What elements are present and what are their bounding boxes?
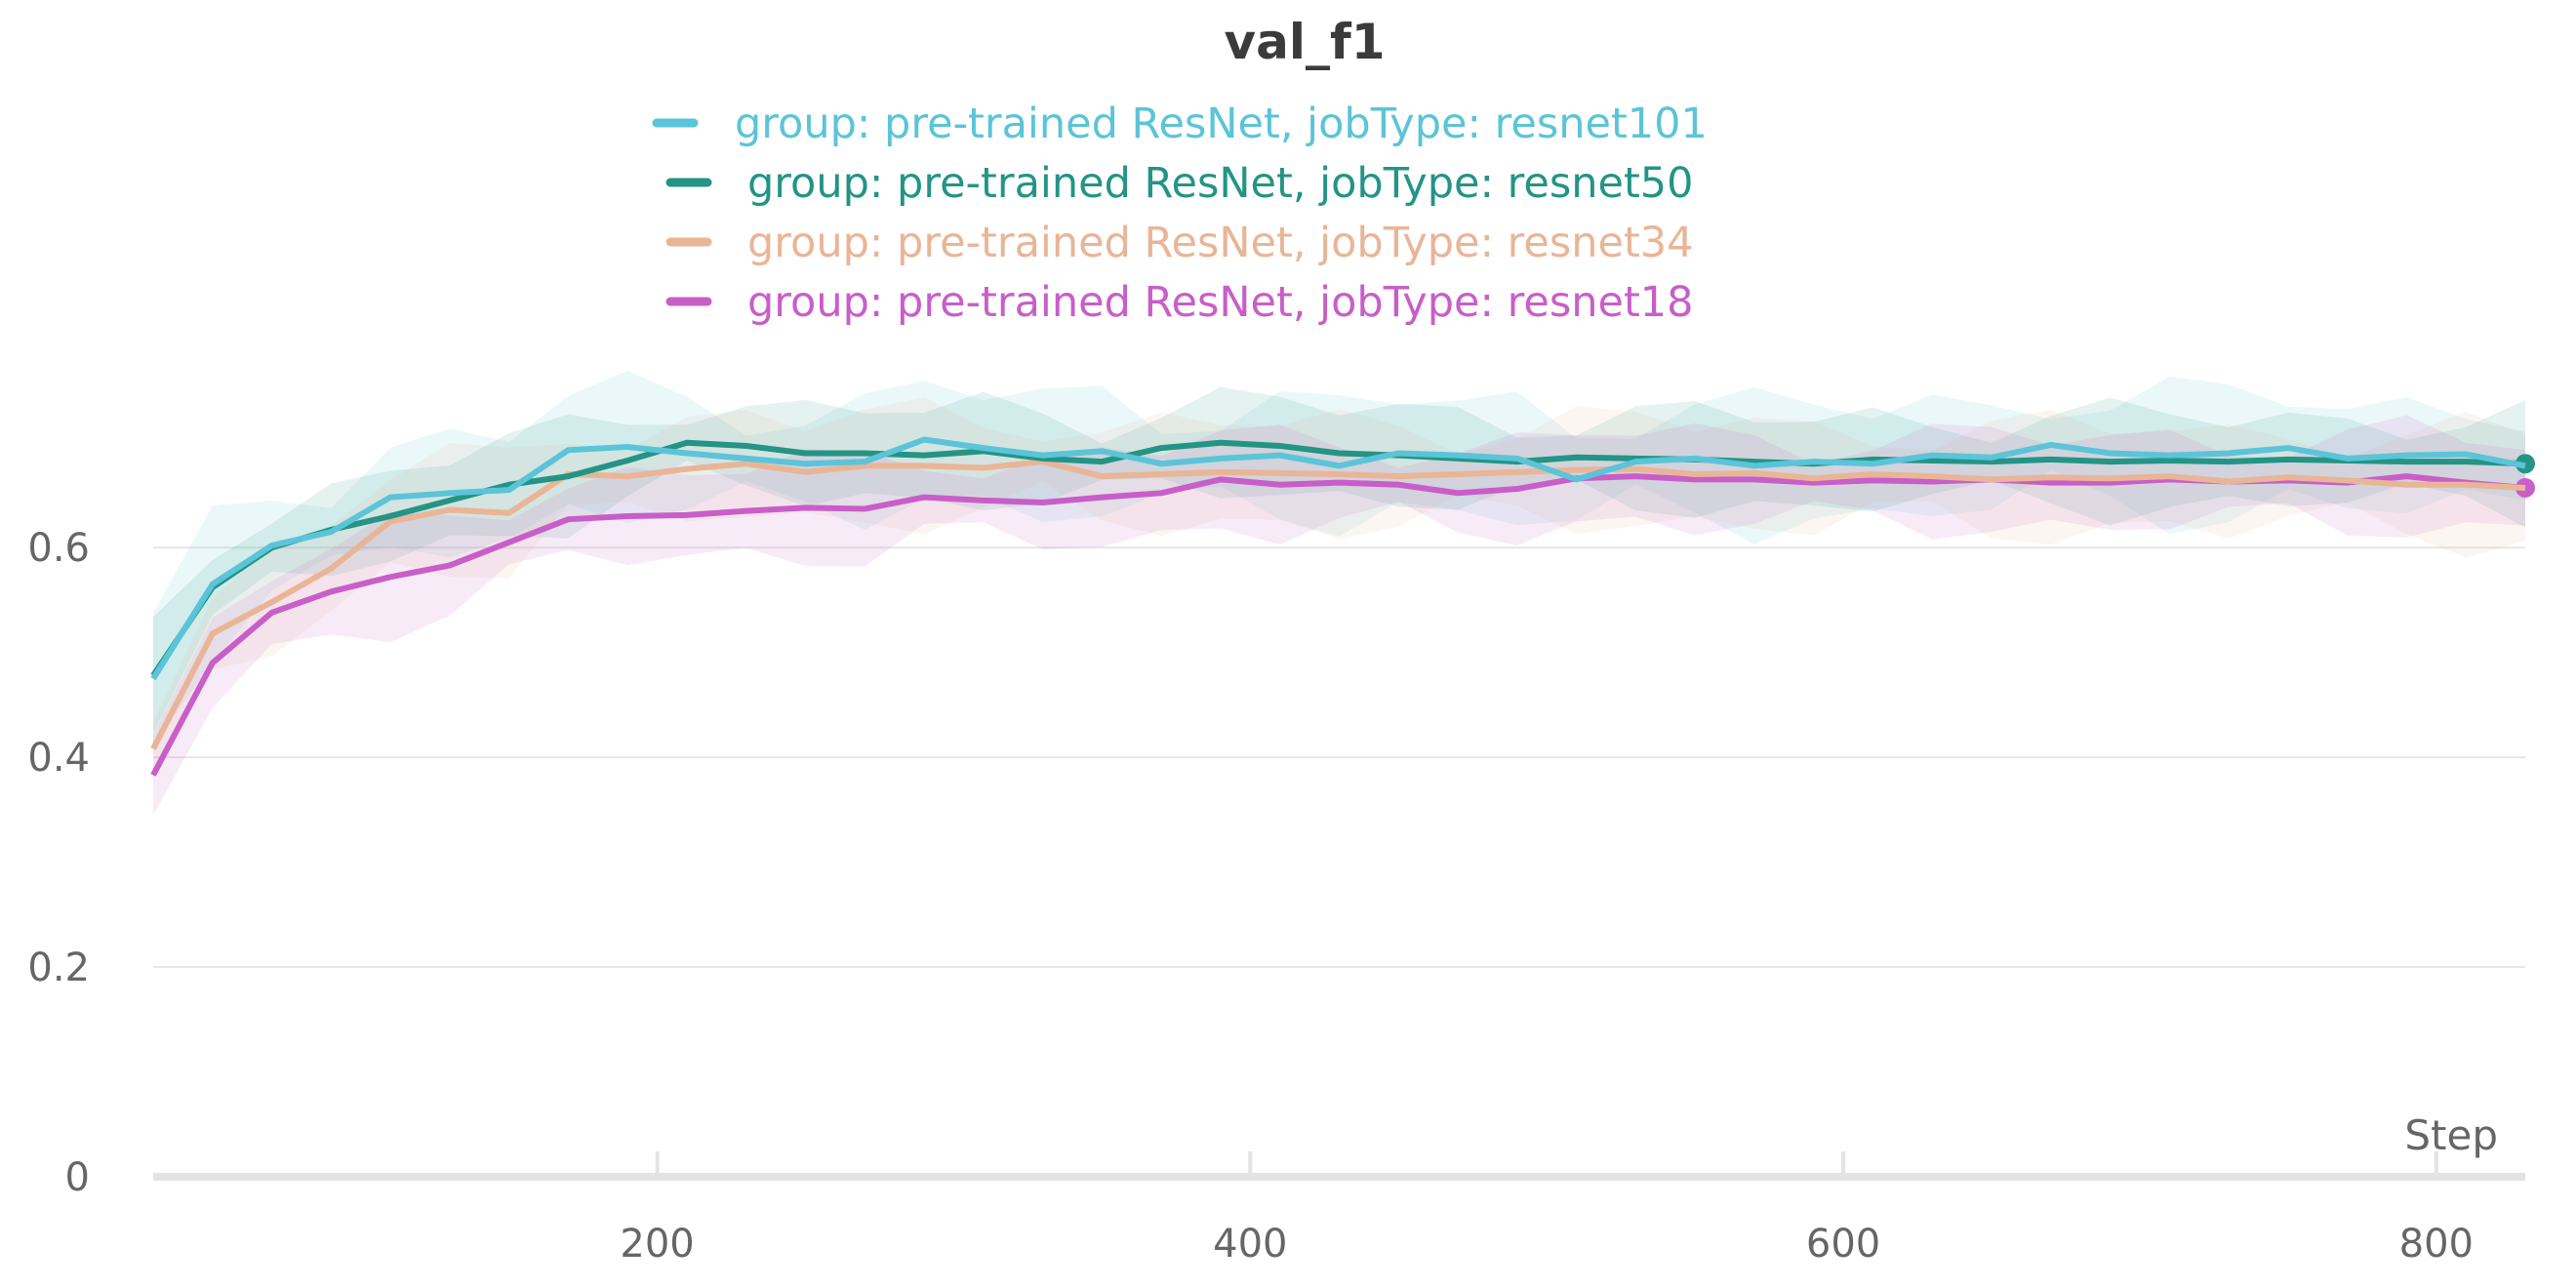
band-3 — [153, 415, 2525, 816]
x-tick-label: 800 — [2399, 1222, 2474, 1267]
x-tick-label: 400 — [1213, 1222, 1287, 1267]
confidence-bands — [153, 370, 2525, 816]
series-line-3 — [150, 473, 2526, 777]
legend-label-1: group: pre-trained ResNet, jobType: resn… — [747, 159, 1694, 208]
chart-title: val_f1 — [1224, 14, 1385, 70]
legend-label-0: group: pre-trained ResNet, jobType: resn… — [735, 100, 1708, 148]
legend-label-3: group: pre-trained ResNet, jobType: resn… — [747, 278, 1694, 327]
series-line-2 — [150, 459, 2526, 750]
y-tick-label: 0 — [65, 1155, 90, 1200]
y-tick-label: 0.6 — [27, 526, 90, 571]
series-line-1 — [150, 439, 2526, 677]
x-tick-label: 600 — [1806, 1222, 1880, 1267]
grid-lines: 0 0.2 0.4 0.6 — [27, 526, 2525, 1200]
y-tick-label: 0.2 — [27, 946, 90, 990]
y-tick-label: 0.4 — [27, 736, 90, 781]
x-axis: 200 400 600 800 — [153, 1151, 2525, 1267]
band-2 — [153, 396, 2525, 776]
series-lines — [150, 436, 2535, 777]
series-line-0 — [150, 436, 2526, 681]
x-tick-label: 200 — [620, 1222, 694, 1267]
legend: group: pre-trained ResNet, jobType: resn… — [652, 100, 1708, 327]
x-axis-label: Step — [2404, 1111, 2498, 1159]
legend-label-2: group: pre-trained ResNet, jobType: resn… — [747, 219, 1694, 267]
